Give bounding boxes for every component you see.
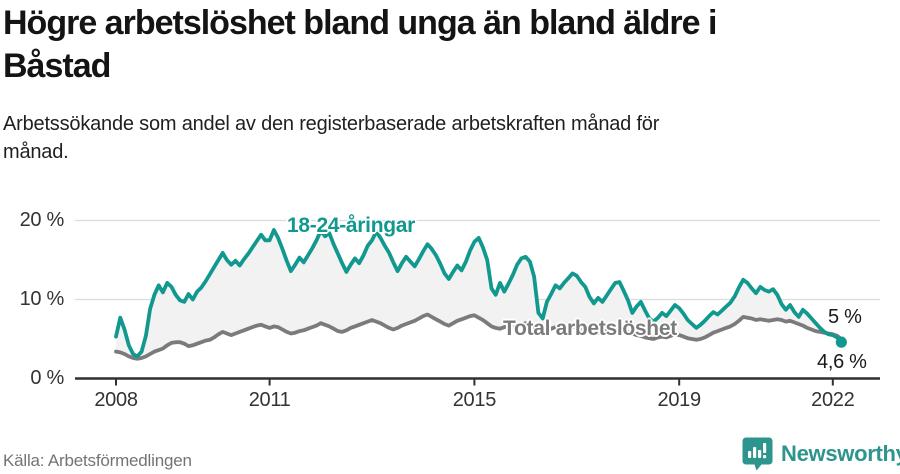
y-axis-label: 10 %	[19, 287, 65, 310]
page-title-line2: Båstad	[3, 47, 111, 85]
newsworthy-logo: Newsworthy	[742, 437, 900, 471]
chart-subtitle: Arbetssökande som andel av den registerb…	[3, 110, 843, 166]
end-value-label-young: 4,6 %	[817, 351, 867, 373]
chart-subtitle-line1: Arbetssökande som andel av den registerb…	[3, 113, 660, 135]
series-label-total: Total arbetslöshet	[503, 317, 677, 340]
series-line-total	[114, 312, 844, 361]
logo-bubble-shape	[742, 437, 773, 471]
series-label-young: 18-24-åringar	[287, 214, 415, 237]
source-attribution: Källa: Arbetsförmedlingen	[3, 451, 192, 470]
page-title: Högre arbetslöshet bland unga än bland ä…	[3, 2, 883, 88]
y-axis-label: 20 %	[19, 208, 65, 231]
chart-subtitle-line2: månad.	[3, 141, 69, 163]
x-axis-label: 2022	[811, 389, 855, 411]
x-axis-label: 2008	[94, 389, 138, 411]
series-line-young	[114, 228, 844, 359]
x-axis-label: 2019	[657, 389, 702, 411]
newsworthy-logo-icon	[742, 437, 773, 471]
newsworthy-wordmark: Newsworthy	[781, 441, 900, 466]
fill-between-series	[116, 230, 842, 359]
y-axis-label: 0 %	[30, 366, 64, 389]
page-title-line1: Högre arbetslöshet bland unga än bland ä…	[3, 4, 717, 42]
end-value-label-total: 5 %	[828, 306, 862, 328]
x-axis-label: 2011	[248, 389, 291, 411]
x-axis-label: 2015	[452, 389, 497, 411]
series-end-dot	[835, 336, 847, 348]
